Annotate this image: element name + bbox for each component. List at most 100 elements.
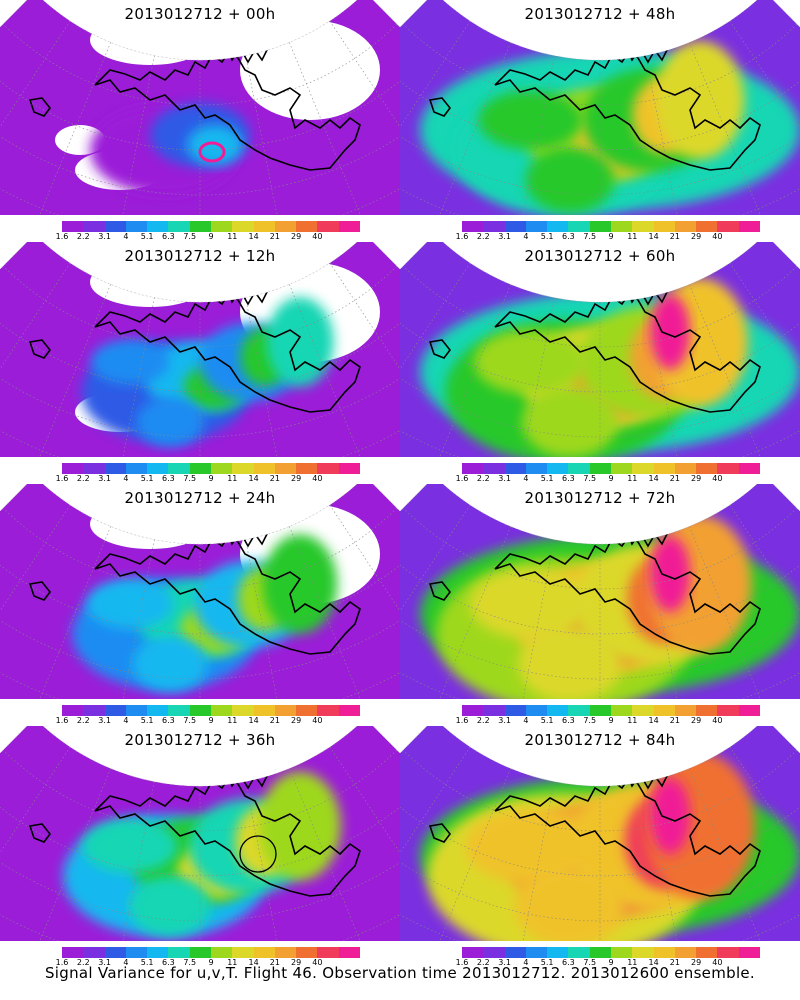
colorbar-tick-label: 1.6 <box>455 958 469 967</box>
colorbar-swatch <box>274 705 297 716</box>
colorbar-swatch <box>125 705 148 716</box>
variance-maximum <box>650 294 690 370</box>
colorbar-swatch <box>189 463 211 474</box>
colorbar-swatch <box>525 947 548 958</box>
colorbar-tick-label: 5.1 <box>140 716 154 725</box>
colorbar-tick-label: 7.5 <box>183 716 197 725</box>
colorbar-swatch <box>674 947 697 958</box>
colorbar-swatch <box>317 705 339 716</box>
colorbar-tick-label: 4 <box>123 716 129 725</box>
variance-blob <box>90 339 170 385</box>
variance-blob <box>469 569 591 639</box>
map-svg <box>0 726 400 941</box>
coastline <box>28 528 361 655</box>
colorbar-tick-label: 3.1 <box>98 232 111 241</box>
colorbar-swatch <box>338 947 360 958</box>
colorbar-tick-label: 40 <box>312 716 323 725</box>
colorbar-tick-label: 29 <box>691 716 702 725</box>
map-panel-60h: 2013012712 + 60h 1.6 2.2 3.1 4 5.1 6.3 7.5 9 11 1… <box>400 242 800 484</box>
colorbar-tick-label: 21 <box>269 474 280 483</box>
colorbar-swatch <box>483 947 505 958</box>
colorbar-swatch <box>253 463 275 474</box>
below-threshold-region <box>90 15 210 65</box>
colorbar-tick-label: 7.5 <box>183 232 197 241</box>
colorbar-swatch <box>525 221 548 232</box>
colorbar-swatch <box>189 705 211 716</box>
colorbar-tick-label: 11 <box>627 716 638 725</box>
colorbar-tick-label: 2.2 <box>76 474 90 483</box>
colorbar-tick-label: 29 <box>691 232 702 241</box>
panel-title: 2013012712 + 72h <box>524 489 676 507</box>
colorbar-swatch <box>253 947 275 958</box>
colorbar-swatch <box>147 221 169 232</box>
colorbar-swatch <box>483 463 505 474</box>
colorbar-swatch <box>168 705 190 716</box>
colorbar: 1.6 2.2 3.1 4 5.1 6.3 7.5 9 11 14 21 29 40 <box>456 463 760 484</box>
colorbar-swatch <box>274 221 297 232</box>
colorbar-tick-label: 5.1 <box>140 474 154 483</box>
map-svg <box>400 726 800 941</box>
colorbar-swatch <box>296 705 318 716</box>
colorbar: 1.6 2.2 3.1 4 5.1 6.3 7.5 9 11 14 21 29 40 <box>456 705 760 726</box>
variance-blob <box>525 147 615 213</box>
colorbar-tick-label: 21 <box>669 232 680 241</box>
map-panel-72h: 2013012712 + 72h 1.6 2.2 3.1 4 5.1 6.3 7.5 9 11 1… <box>400 484 800 726</box>
colorbar-swatch <box>674 221 697 232</box>
colorbar-tick-label: 11 <box>227 232 238 241</box>
colorbar-swatch <box>317 463 339 474</box>
colorbar-tick-label: 3.1 <box>498 474 511 483</box>
colorbar-tick-label: 9 <box>608 474 614 483</box>
colorbar-swatch <box>210 221 233 232</box>
colorbar-swatch <box>83 947 105 958</box>
figure-caption: Signal Variance for u,v,T. Flight 46. Ob… <box>44 964 756 982</box>
variance-blob <box>82 818 178 874</box>
colorbar-swatch <box>274 947 297 958</box>
coastline <box>428 770 761 897</box>
colorbar-swatch <box>462 463 484 474</box>
colorbar-swatch <box>104 705 126 716</box>
colorbar-swatch <box>104 463 126 474</box>
colorbar-tick-label: 9 <box>208 958 214 967</box>
colorbar-swatch <box>210 705 233 716</box>
variance-blob <box>132 636 208 692</box>
colorbar-swatch <box>738 947 760 958</box>
colorbar-swatch <box>653 463 675 474</box>
colorbar-tick-label: 1.6 <box>55 716 69 725</box>
colorbar-swatch <box>338 705 360 716</box>
colorbar-swatch <box>210 947 233 958</box>
colorbar-tick-label: 6.3 <box>162 958 175 967</box>
colorbar-swatch <box>232 705 254 716</box>
colorbar-swatch <box>296 947 318 958</box>
panel-title: 2013012712 + 00h <box>124 5 276 23</box>
colorbar-swatch <box>547 705 569 716</box>
colorbar-swatch <box>547 463 569 474</box>
colorbar-swatch <box>696 221 718 232</box>
map-svg <box>0 0 400 215</box>
map-svg <box>0 242 400 457</box>
variance-maximum <box>650 778 690 854</box>
colorbar-swatch <box>547 947 569 958</box>
variance-blob <box>522 386 618 457</box>
colorbar-tick-label: 5.1 <box>140 958 154 967</box>
coastline <box>428 44 761 171</box>
colorbar-tick-label: 4 <box>123 232 129 241</box>
variance-blob <box>655 40 745 160</box>
colorbar-tick-label: 9 <box>608 716 614 725</box>
colorbar-tick-label: 21 <box>669 958 680 967</box>
colorbar-tick-label: 9 <box>208 716 214 725</box>
colorbar-swatch <box>696 463 718 474</box>
colorbar-tick-label: 40 <box>312 232 323 241</box>
colorbar-swatch <box>738 463 760 474</box>
colorbar-tick-label: 11 <box>227 716 238 725</box>
map-svg <box>400 484 800 699</box>
colorbar-tick-label: 7.5 <box>583 716 597 725</box>
colorbar-tick-label: 14 <box>648 958 659 967</box>
colorbar-swatch <box>738 705 760 716</box>
colorbar-tick-label: 6.3 <box>562 474 575 483</box>
colorbar-swatch <box>610 221 633 232</box>
colorbar-swatch <box>632 947 654 958</box>
colorbar-swatch <box>653 705 675 716</box>
colorbar-tick-label: 1.6 <box>455 232 469 241</box>
map-svg <box>400 0 800 215</box>
colorbar-swatch <box>504 947 526 958</box>
